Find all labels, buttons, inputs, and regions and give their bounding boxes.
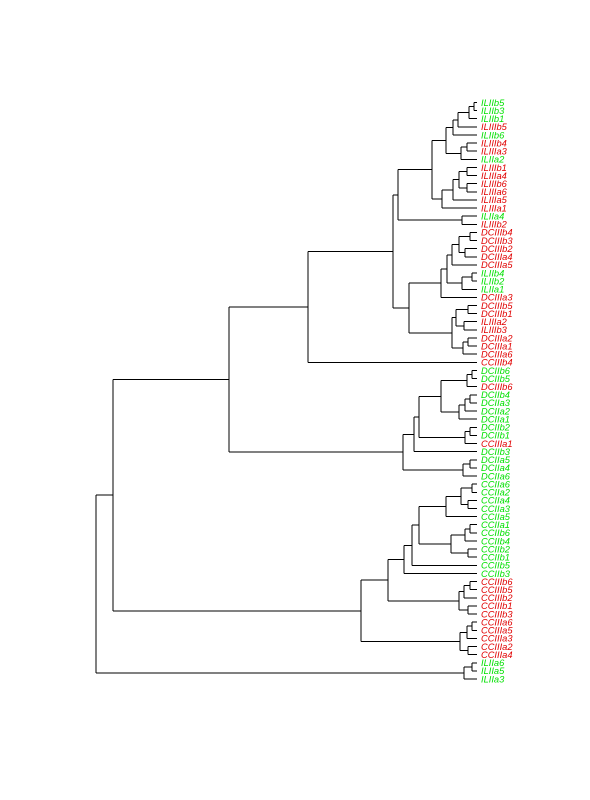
leaf-label: ILIIIa3 bbox=[481, 147, 508, 157]
leaf-label: ILIIIb6 bbox=[481, 179, 508, 189]
leaf-label: CCIIIb3 bbox=[481, 609, 513, 619]
leaf-label: CCIIb5 bbox=[481, 561, 511, 571]
leaf-label: DCIIIa2 bbox=[481, 333, 513, 343]
leaf-label: DCIIa2 bbox=[481, 406, 511, 416]
leaf-label: DCIIIb1 bbox=[481, 309, 513, 319]
leaf-label: ILIIb6 bbox=[481, 130, 505, 140]
leaf-label: ILIIa5 bbox=[481, 666, 505, 676]
leaf-label: DCIIIb2 bbox=[481, 244, 513, 254]
leaf-label: CCIIIb5 bbox=[481, 585, 513, 595]
leaf-label: ILIIIa2 bbox=[481, 317, 508, 327]
leaf-label: CCIIIb4 bbox=[481, 358, 513, 368]
leaf-label: CCIIb4 bbox=[481, 536, 510, 546]
leaf-label: ILIIa4 bbox=[481, 211, 504, 221]
dendrogram-branches bbox=[95, 102, 477, 680]
leaf-label: CCIIIb6 bbox=[481, 577, 513, 587]
leaf-label: DCIIb1 bbox=[481, 431, 510, 441]
leaf-label: ILIIa3 bbox=[481, 674, 505, 684]
leaf-label: DCIIIa4 bbox=[481, 252, 513, 262]
leaf-label: DCIIb3 bbox=[481, 447, 511, 457]
leaf-label: CCIIIa2 bbox=[481, 642, 513, 652]
leaf-label: CCIIIa5 bbox=[481, 626, 513, 636]
leaf-label: ILIIb1 bbox=[481, 114, 504, 124]
leaf-label: ILIIIb4 bbox=[481, 138, 507, 148]
leaf-label: ILIIIb5 bbox=[481, 122, 508, 132]
leaf-label: CCIIIa4 bbox=[481, 650, 513, 660]
leaf-label: CCIIb6 bbox=[481, 528, 511, 538]
leaf-label: DCIIIb5 bbox=[481, 301, 513, 311]
leaf-label: CCIIIa1 bbox=[481, 439, 513, 449]
leaf-label: ILIIa2 bbox=[481, 155, 505, 165]
leaf-label: ILIIIa6 bbox=[481, 187, 508, 197]
leaf-label: DCIIIa6 bbox=[481, 350, 513, 360]
leaf-label: DCIIb2 bbox=[481, 423, 511, 433]
leaf-label: DCIIIa5 bbox=[481, 260, 513, 270]
leaf-label: DCIIa1 bbox=[481, 414, 510, 424]
leaf-label: ILIIIb3 bbox=[481, 325, 508, 335]
leaf-label: ILIIb4 bbox=[481, 268, 504, 278]
leaf-label: CCIIa1 bbox=[481, 520, 510, 530]
leaf-label: CCIIIa6 bbox=[481, 617, 513, 627]
leaf-labels: ILIIb5ILIIb3ILIIb1ILIIIb5ILIIb6ILIIIb4IL… bbox=[481, 98, 513, 685]
leaf-label: ILIIIa5 bbox=[481, 195, 508, 205]
leaf-label: CCIIb3 bbox=[481, 569, 511, 579]
leaf-label: CCIIIb1 bbox=[481, 601, 513, 611]
leaf-label: ILIIb5 bbox=[481, 98, 505, 108]
leaf-label: ILIIIa4 bbox=[481, 171, 507, 181]
leaf-label: DCIIa6 bbox=[481, 471, 511, 481]
leaf-label: DCIIb4 bbox=[481, 390, 510, 400]
leaf-label: DCIIa4 bbox=[481, 463, 510, 473]
leaf-label: DCIIIa1 bbox=[481, 341, 513, 351]
leaf-label: DCIIa5 bbox=[481, 455, 511, 465]
leaf-label: CCIIa2 bbox=[481, 488, 511, 498]
leaf-label: ILIIa6 bbox=[481, 658, 505, 668]
leaf-label: DCIIIb4 bbox=[481, 228, 513, 238]
leaf-label: CCIIa6 bbox=[481, 479, 511, 489]
leaf-label: DCIIb6 bbox=[481, 366, 511, 376]
leaf-label: CCIIb2 bbox=[481, 544, 511, 554]
leaf-label: DCIIIb6 bbox=[481, 382, 513, 392]
leaf-label: ILIIb2 bbox=[481, 276, 505, 286]
leaf-label: CCIIa5 bbox=[481, 512, 511, 522]
leaf-label: DCIIa3 bbox=[481, 398, 511, 408]
leaf-label: DCIIb5 bbox=[481, 374, 511, 384]
leaf-label: DCIIIa3 bbox=[481, 293, 513, 303]
leaf-label: ILIIIb2 bbox=[481, 220, 508, 230]
leaf-label: CCIIa3 bbox=[481, 504, 511, 514]
leaf-label: CCIIIb2 bbox=[481, 593, 513, 603]
leaf-label: CCIIb1 bbox=[481, 553, 510, 563]
leaf-label: CCIIa4 bbox=[481, 496, 510, 506]
leaf-label: ILIIIb1 bbox=[481, 163, 507, 173]
leaf-label: CCIIIa3 bbox=[481, 634, 513, 644]
leaf-label: ILIIIa1 bbox=[481, 203, 507, 213]
leaf-label: ILIIa1 bbox=[481, 285, 504, 295]
leaf-label: DCIIIb3 bbox=[481, 236, 513, 246]
leaf-label: ILIIb3 bbox=[481, 106, 505, 116]
